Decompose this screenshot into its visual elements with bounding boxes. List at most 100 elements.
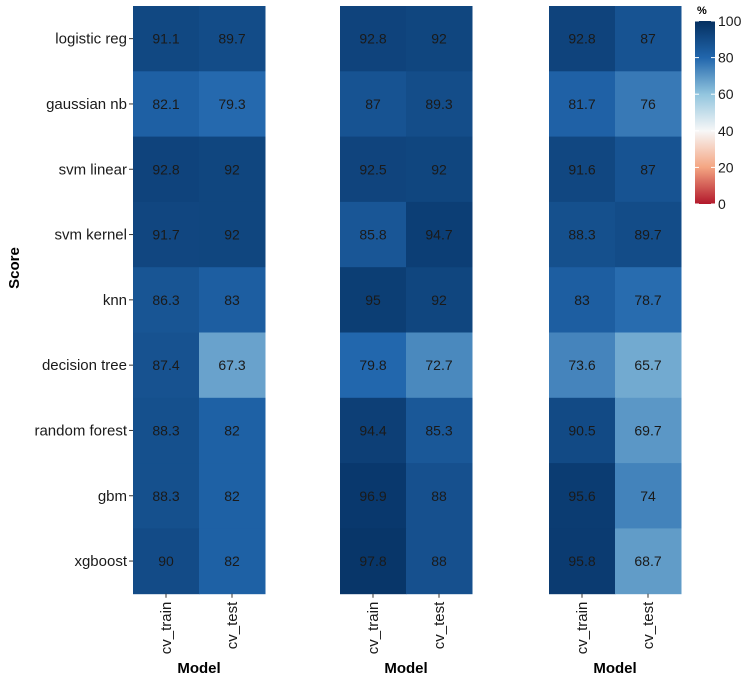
heatmap-cell <box>549 6 616 72</box>
x-tick-label: cv_train <box>574 602 591 655</box>
cell-value-label: 79.3 <box>218 96 245 112</box>
heatmap-cell <box>549 136 616 203</box>
heatmap-cell <box>199 71 266 138</box>
y-tick-label: svm kernel <box>54 227 127 244</box>
cell-value-label: 97.8 <box>359 553 386 569</box>
panel-1: 91.1 89.7 82.1 79.3 92.8 92 91.7 92 86.3 83 87.4 67… <box>133 6 266 654</box>
cell-value-label: 82.1 <box>152 96 179 112</box>
heatmap-cell <box>406 463 473 529</box>
heatmap-cell <box>615 201 682 268</box>
cell-value-label: 83 <box>574 292 590 308</box>
x-tick-label: cv_test <box>431 601 448 649</box>
heatmap-cell <box>133 136 200 203</box>
cell-value-label: 82 <box>224 422 240 438</box>
heatmap-cell <box>199 136 266 203</box>
cell-value-label: 76 <box>640 96 656 112</box>
cell-value-label: 91.1 <box>152 31 179 47</box>
cell-value-label: 72.7 <box>425 357 452 373</box>
y-tick-label: gaussian nb <box>46 96 127 113</box>
heatmap-cell <box>340 463 407 529</box>
heatmap-cell <box>406 267 473 333</box>
heatmap-cell <box>549 397 616 464</box>
cell-value-label: 85.3 <box>425 422 452 438</box>
heatmap-cell <box>549 71 616 138</box>
heatmap-cell <box>406 397 473 464</box>
legend-tick-label: 100 <box>718 13 742 29</box>
cell-value-label: 87 <box>640 31 656 47</box>
legend-tick-label: 20 <box>718 159 734 175</box>
heatmap-cell <box>340 201 407 268</box>
cell-value-label: 82 <box>224 553 240 569</box>
legend-tick-label: 40 <box>718 123 734 139</box>
heatmap-cell <box>133 332 200 399</box>
y-tick-label: gbm <box>98 488 127 505</box>
cell-value-label: 88 <box>431 488 447 504</box>
heatmap-cell <box>133 397 200 464</box>
cell-value-label: 69.7 <box>634 422 661 438</box>
cell-value-label: 67.3 <box>218 357 245 373</box>
y-tick-label: knn <box>103 292 127 309</box>
heatmap-cell <box>549 201 616 268</box>
y-tick-label: decision tree <box>42 357 127 374</box>
cell-value-label: 96.9 <box>359 488 386 504</box>
cell-value-label: 86.3 <box>152 292 179 308</box>
cell-value-label: 90.5 <box>568 422 595 438</box>
row-labels: logistic reg gaussian nb svm linear svm ker… <box>34 31 133 570</box>
x-axis-title: Model <box>384 660 427 677</box>
y-tick-label: xgboost <box>74 553 127 570</box>
cell-value-label: 81.7 <box>568 96 595 112</box>
cell-value-label: 73.6 <box>568 357 595 373</box>
cell-value-label: 92.8 <box>359 31 386 47</box>
heatmap-cell <box>340 528 407 595</box>
y-tick-label: random forest <box>34 422 127 439</box>
cell-value-label: 91.6 <box>568 161 595 177</box>
heatmap-cell <box>406 136 473 203</box>
heatmap-cell <box>549 463 616 529</box>
heatmap-cell <box>199 6 266 72</box>
heatmap-cell <box>615 463 682 529</box>
heatmap-cell <box>340 332 407 399</box>
heatmap-cell <box>133 267 200 333</box>
cell-value-label: 85.8 <box>359 227 386 243</box>
cell-value-label: 88 <box>431 553 447 569</box>
cell-value-label: 95 <box>365 292 381 308</box>
heatmap-cell <box>133 201 200 268</box>
heatmap-cell <box>199 397 266 464</box>
x-axis-titles: Model Model Model <box>177 660 636 677</box>
cell-value-label: 92 <box>224 227 240 243</box>
x-tick-label: cv_test <box>224 601 241 649</box>
heatmap-cell <box>340 6 407 72</box>
x-tick-label: cv_test <box>640 601 657 649</box>
heatmap-cell <box>406 6 473 72</box>
heatmap-cell <box>406 71 473 138</box>
cell-value-label: 89.7 <box>634 227 661 243</box>
heatmap-cell <box>615 136 682 203</box>
cell-value-label: 78.7 <box>634 292 661 308</box>
cell-value-label: 68.7 <box>634 553 661 569</box>
cell-value-label: 92.8 <box>152 161 179 177</box>
cell-value-label: 91.7 <box>152 227 179 243</box>
heatmap-cell <box>340 71 407 138</box>
cell-value-label: 88.3 <box>568 227 595 243</box>
legend-ticks: 0 20 40 60 80 100 <box>695 13 742 212</box>
heatmap-panels: 91.1 89.7 82.1 79.3 92.8 92 91.7 92 86.3 83 87.4 67… <box>133 6 682 654</box>
cell-value-label: 87 <box>640 161 656 177</box>
cell-value-label: 90 <box>158 553 174 569</box>
x-axis-title: Model <box>177 660 220 677</box>
heatmap-cell <box>615 397 682 464</box>
cell-value-label: 94.7 <box>425 227 452 243</box>
y-tick-label: svm linear <box>59 161 127 178</box>
cell-value-label: 83 <box>224 292 240 308</box>
heatmap-cell <box>199 332 266 399</box>
heatmap-cell <box>340 397 407 464</box>
heatmap-cell <box>133 528 200 595</box>
heatmap-cell <box>133 6 200 72</box>
legend-tick-label: 60 <box>718 86 734 102</box>
heatmap-cell <box>406 201 473 268</box>
heatmap-cell <box>615 6 682 72</box>
x-tick-label: cv_train <box>158 602 175 655</box>
heatmap-cell <box>406 528 473 595</box>
heatmap-cell <box>199 528 266 595</box>
heatmap-cell <box>133 71 200 138</box>
